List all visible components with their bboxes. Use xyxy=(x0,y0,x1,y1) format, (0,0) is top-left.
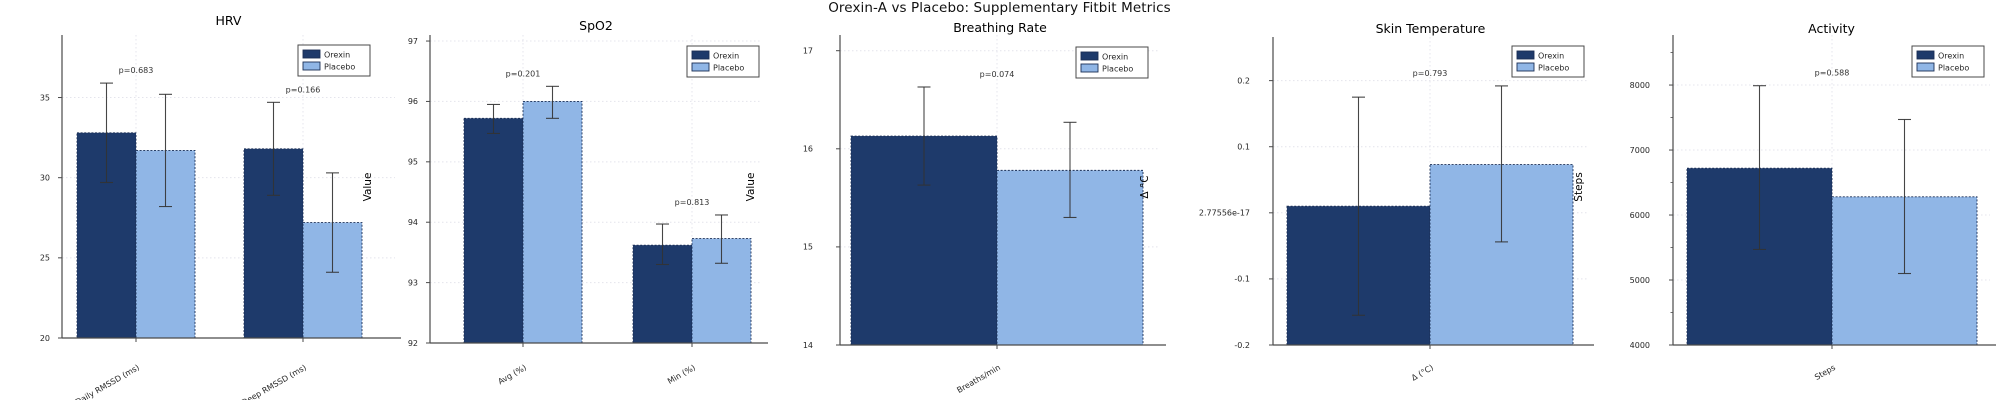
y-tick-label: 94 xyxy=(408,218,418,227)
legend-swatch xyxy=(1916,50,1935,60)
y-tick-label: 95 xyxy=(408,158,418,167)
bar-placebo xyxy=(522,100,583,344)
y-tick-label: -0.1 xyxy=(1234,275,1250,284)
y-tick-label: 15 xyxy=(803,243,813,252)
y-tick-label: 0.1 xyxy=(1237,143,1250,152)
y-tick-label: 0.2 xyxy=(1237,76,1250,85)
y-tick-label: -0.2 xyxy=(1234,341,1250,350)
subplot-title: Breathing Rate xyxy=(953,20,1047,35)
y-axis-label: Value xyxy=(745,173,757,202)
x-tick-label: Breaths/min xyxy=(955,363,1002,395)
legend-label: Orexin xyxy=(1538,52,1564,61)
p-value-label: p=0.074 xyxy=(980,70,1015,79)
y-tick-label: 35 xyxy=(40,93,50,102)
y-tick-label: 2.77556e-17 xyxy=(1199,209,1250,218)
y-tick-label: 14 xyxy=(803,341,813,350)
legend-swatch xyxy=(1080,63,1099,73)
y-tick-label: 92 xyxy=(408,339,418,348)
y-tick-label: 30 xyxy=(40,173,50,182)
y-tick-label: 16 xyxy=(803,145,813,154)
y-axis-label: Δ °C xyxy=(1139,175,1151,198)
y-tick-label: 97 xyxy=(408,37,418,46)
y-tick-label: 5000 xyxy=(1630,276,1650,285)
legend-label: Placebo xyxy=(324,63,355,72)
y-tick-label: 25 xyxy=(40,254,50,263)
y-tick-label: 8000 xyxy=(1630,81,1650,90)
legend-swatch xyxy=(1516,62,1535,72)
y-tick-label: 93 xyxy=(408,278,418,287)
p-value-label: p=0.201 xyxy=(506,69,541,78)
subplot-title: HRV xyxy=(216,13,242,28)
x-tick-label: Avg (%) xyxy=(496,363,528,386)
legend-swatch xyxy=(302,49,321,59)
legend-swatch xyxy=(691,62,710,72)
y-tick-label: 96 xyxy=(408,97,418,106)
legend-swatch xyxy=(302,61,321,71)
p-value-label: p=0.813 xyxy=(675,198,710,207)
y-tick-label: 17 xyxy=(803,46,813,55)
legend-label: Placebo xyxy=(713,64,744,73)
legend-swatch xyxy=(1916,62,1935,72)
legend-label: Placebo xyxy=(1102,65,1133,74)
legend-label: Orexin xyxy=(324,51,350,60)
y-tick-label: 6000 xyxy=(1630,211,1650,220)
y-tick-label: 20 xyxy=(40,334,50,343)
x-tick-label: Min (%) xyxy=(666,363,697,386)
p-value-label: p=0.683 xyxy=(119,66,154,75)
legend-swatch xyxy=(1516,50,1535,60)
y-axis-label: Steps xyxy=(1573,172,1585,201)
legend-label: Orexin xyxy=(713,52,739,61)
p-value-label: p=0.793 xyxy=(1413,69,1448,78)
p-value-label: p=0.588 xyxy=(1815,69,1850,78)
x-tick-label: Steps xyxy=(1813,363,1837,382)
legend-swatch xyxy=(691,50,710,60)
subplot-title: Skin Temperature xyxy=(1376,21,1486,36)
x-tick-label: Deep RMSSD (ms) xyxy=(240,363,308,400)
legend-label: Placebo xyxy=(1538,64,1569,73)
figure-title: Orexin-A vs Placebo: Supplementary Fitbi… xyxy=(828,0,1171,16)
x-tick-label: Daily RMSSD (ms) xyxy=(74,363,141,400)
bar-orexin xyxy=(463,117,524,344)
legend-swatch xyxy=(1080,51,1099,61)
y-tick-label: 4000 xyxy=(1630,341,1650,350)
p-value-label: p=0.166 xyxy=(286,85,321,94)
y-axis-label: Value xyxy=(362,173,374,202)
legend-label: Orexin xyxy=(1938,52,1964,61)
legend-label: Placebo xyxy=(1938,64,1969,73)
x-tick-label: Δ (°C) xyxy=(1410,363,1435,383)
subplot-title: Activity xyxy=(1808,21,1855,36)
y-tick-label: 7000 xyxy=(1630,146,1650,155)
subplot-title: SpO2 xyxy=(579,18,613,33)
legend-label: Orexin xyxy=(1102,53,1128,62)
